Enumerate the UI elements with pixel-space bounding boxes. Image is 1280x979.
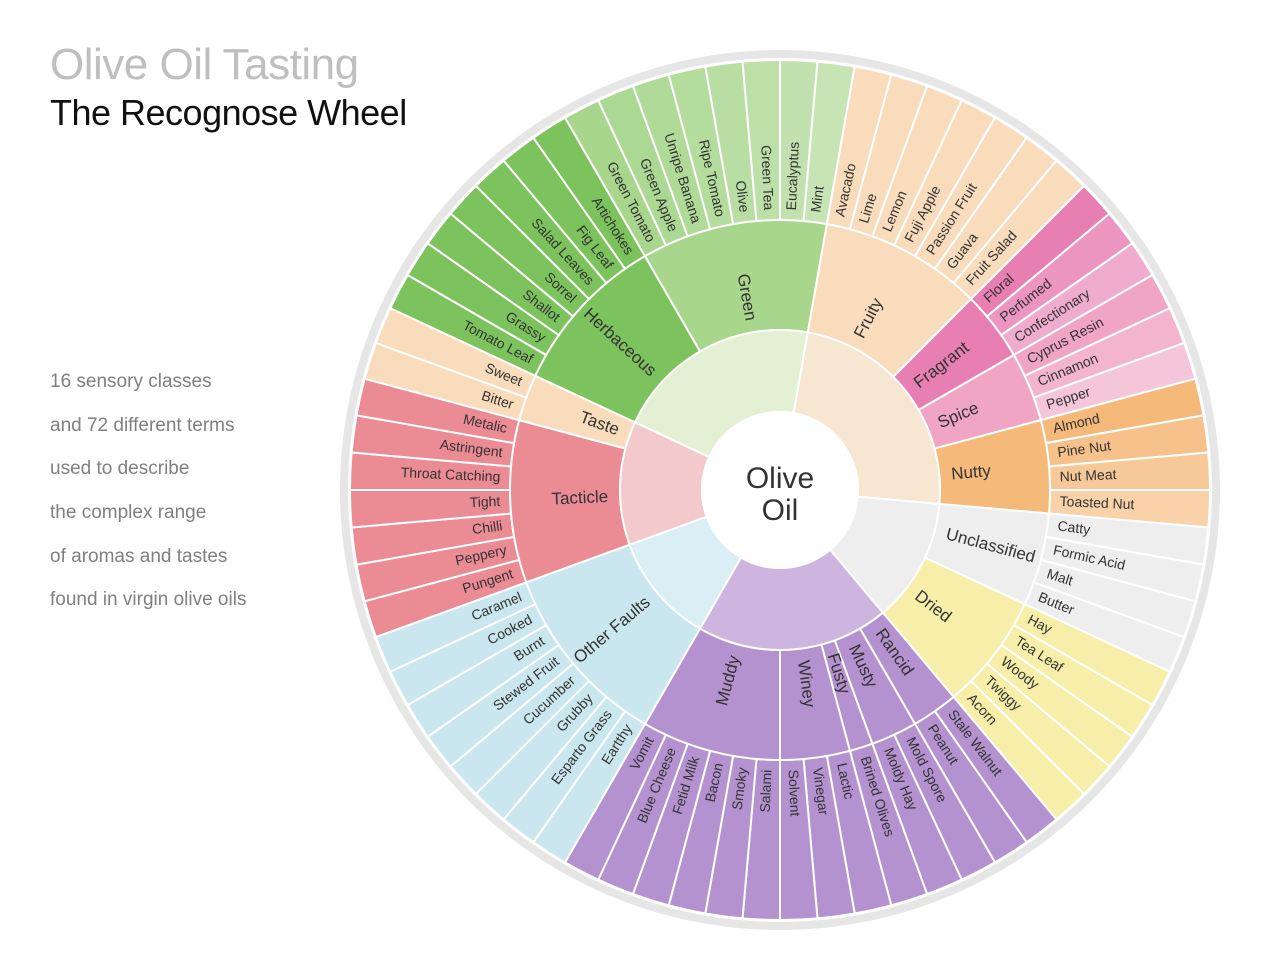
title-block: Olive Oil Tasting The Recognose Wheel [50,40,407,134]
wheel-category-label: Tacticle [551,487,608,508]
description-block: 16 sensory classes and 72 different term… [50,360,246,622]
wheel-center-label: Oil [762,494,799,527]
wheel-leaf-label: Toasted Nut [1059,493,1134,512]
wheel-leaf-label: Tight [469,493,500,510]
desc-line: 16 sensory classes [50,360,246,404]
title-line-2: The Recognose Wheel [50,92,407,134]
wheel-category-label: Nutty [950,461,992,483]
desc-line: of aromas and tastes [50,535,246,579]
desc-line: used to describe [50,447,246,491]
wheel-leaf-label: Solvent [786,769,804,816]
wheel-leaf-label: Nut Meat [1059,466,1117,484]
desc-line: the complex range [50,491,246,535]
wheel-leaf-label: Green Tea [758,145,777,211]
desc-line: found in virgin olive oils [50,578,246,622]
wheel-leaf-label: Salami [757,769,775,812]
title-line-1: Olive Oil Tasting [50,40,407,90]
wheel-center-label: Olive [746,462,814,495]
wheel-leaf-label: Mint [807,185,826,213]
wheel-leaf-label: Eucalyptus [783,141,802,210]
desc-line: and 72 different terms [50,404,246,448]
